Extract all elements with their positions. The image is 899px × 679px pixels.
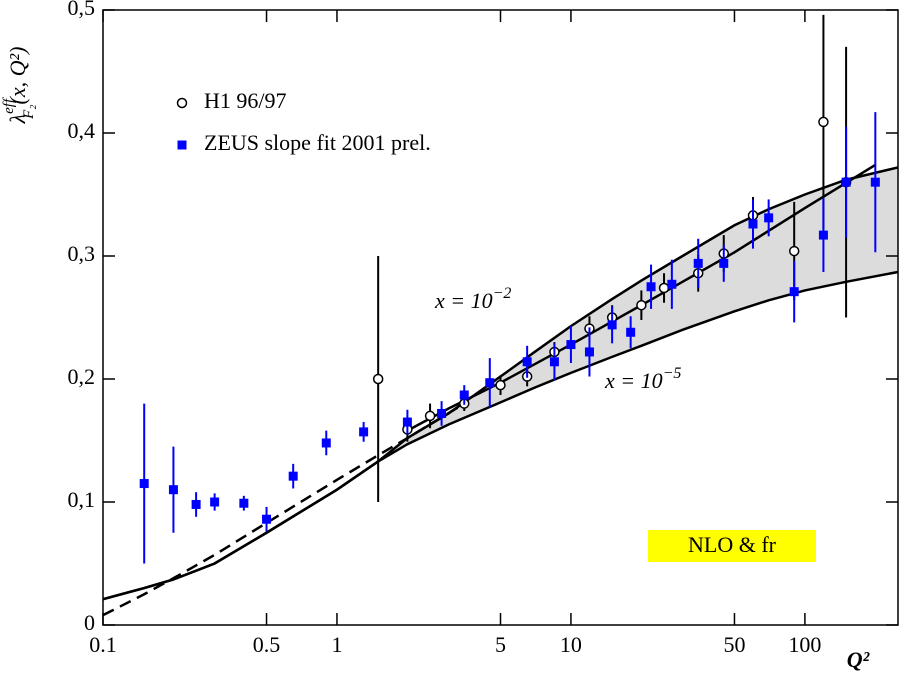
legend-label: H1 96/97 (204, 88, 287, 113)
y-tick-label: 0,5 (68, 0, 96, 20)
y-tick-label: 0,1 (68, 487, 96, 512)
legend-marker (176, 97, 188, 109)
data-point (210, 497, 220, 507)
x-tick-label: 100 (788, 632, 821, 657)
x-tick-label: 10 (560, 632, 582, 657)
data-point (667, 279, 677, 289)
data-point (424, 410, 436, 422)
y-tick-label: 0,4 (68, 118, 96, 143)
data-point (402, 417, 412, 427)
y-label-args: (x, Q²) (5, 47, 30, 105)
annotation-text: x = 10 (604, 368, 663, 393)
annotation-sup: −5 (663, 365, 682, 382)
y-label-sub: F₂ (21, 104, 37, 119)
data-point (359, 427, 369, 437)
data-point (584, 347, 594, 357)
y-label-sup: eff (1, 97, 17, 114)
data-point (288, 471, 298, 481)
y-label-base: λ (5, 114, 30, 125)
data-point (658, 282, 670, 294)
data-point (841, 177, 851, 187)
curve (406, 163, 876, 432)
x-tick-label: 1 (331, 632, 342, 657)
data-point (239, 498, 249, 508)
legend-label: ZEUS slope fit 2001 prel. (204, 130, 431, 155)
data-point (566, 340, 576, 350)
data-point (818, 116, 829, 128)
y-tick-label: 0 (84, 610, 95, 635)
annotation-text: x = 10 (434, 288, 493, 313)
annotation: x = 10−2 (434, 285, 511, 313)
data-point (789, 287, 799, 297)
data-point (262, 514, 272, 524)
data-point (321, 438, 331, 448)
annotation-text: NLO & fr (688, 532, 777, 557)
x-axis-label: Q² (847, 647, 870, 672)
legend-marker (177, 140, 187, 150)
x-tick-label: 0.1 (89, 632, 117, 657)
data-point (459, 390, 469, 400)
data-point (495, 379, 506, 391)
data-point (764, 213, 774, 223)
data-point (607, 320, 617, 330)
data-point (626, 327, 636, 337)
data-point (818, 230, 828, 240)
data-point (437, 408, 447, 418)
annotation-box (648, 530, 816, 562)
curve (102, 402, 465, 617)
data-point (191, 499, 201, 509)
data-point (372, 373, 384, 385)
data-point (139, 479, 149, 489)
x-tick-label: 50 (723, 632, 745, 657)
data-point (636, 299, 647, 311)
x-tick-label: 0.5 (253, 632, 281, 657)
annotation-sup: −2 (493, 285, 512, 302)
y-axis-label: λeff F₂(x, Q²) (1, 47, 37, 125)
data-point (870, 177, 880, 187)
data-point (748, 219, 758, 229)
data-point (719, 258, 729, 268)
data-point (485, 378, 495, 388)
data-point (693, 258, 703, 268)
data-point (788, 245, 800, 257)
data-point (549, 357, 559, 367)
x-tick-label: 5 (495, 632, 506, 657)
annotation: x = 10−5 (604, 365, 681, 393)
curve (102, 270, 899, 601)
data-point (646, 282, 656, 292)
data-point (168, 485, 178, 495)
data-point (522, 357, 532, 367)
y-tick-label: 0,2 (68, 364, 96, 389)
y-tick-label: 0,3 (68, 241, 96, 266)
